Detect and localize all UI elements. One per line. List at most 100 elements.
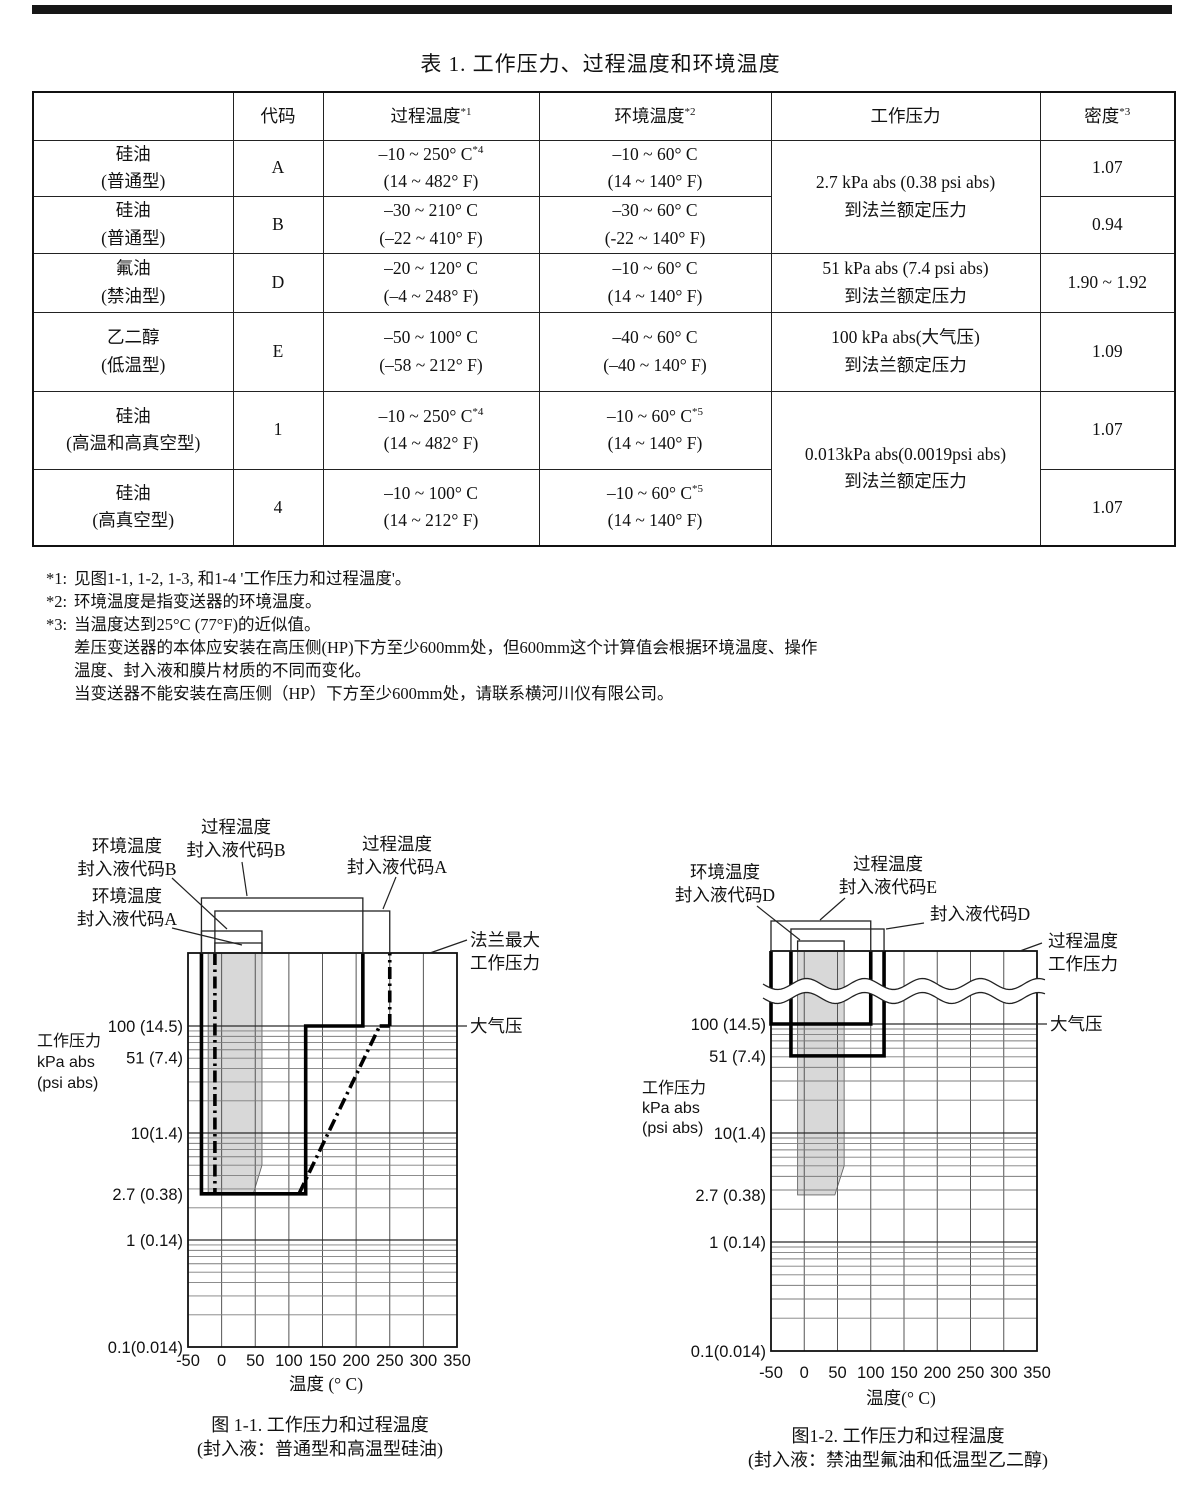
y-axis-title: 工作压力 xyxy=(37,1032,101,1050)
y-axis-title: (psi abs) xyxy=(37,1075,98,1092)
table-title: 表 1. 工作压力、过程温度和环境温度 xyxy=(420,52,781,76)
y-tick-label: 0.1(0.014) xyxy=(108,1339,183,1357)
footnote-text: 当变送器不能安装在高压侧（HP）下方至少600mm处，请联系横河川仪有限公司。 xyxy=(74,684,674,703)
x-axis-title: 温度 (° C) xyxy=(289,1374,363,1394)
cell-fluid-name: 硅油 (高温和高真空型) xyxy=(32,390,234,470)
cell-ambient-temp: –10 ~ 60° C (14 ~ 140° F) xyxy=(538,139,772,197)
callout-label: 过程温度 xyxy=(853,854,923,874)
fluid-type: (低温型) xyxy=(101,354,166,375)
cell-process-temp-line1: –20 ~ 120° C xyxy=(324,255,539,282)
cell-process-temp: –10 ~ 250° C*4 (14 ~ 482° F) xyxy=(322,139,540,197)
cell-ambient-temp-line2: (14 ~ 140° F) xyxy=(607,510,703,531)
x-tick-label: 50 xyxy=(828,1364,846,1382)
cell-process-temp-line2: (–22 ~ 410° F) xyxy=(379,227,483,248)
footnote-line: 差压变送器的本体应安装在高压侧(HP)下方至少600mm处，但600mm这个计算… xyxy=(46,636,817,659)
callout-label: 大气压 xyxy=(470,1016,523,1036)
x-tick-label: 150 xyxy=(309,1352,337,1370)
column-header xyxy=(32,91,234,141)
cell-process-temp: –10 ~ 250° C*4 (14 ~ 482° F) xyxy=(322,390,540,470)
cell-ambient-temp: –10 ~ 60° C (14 ~ 140° F) xyxy=(538,252,772,313)
callout-label: 封入液代码B xyxy=(77,859,176,879)
footnote-ref: *4 xyxy=(472,406,484,419)
working-pressure-line1: 100 kPa abs(大气压) xyxy=(831,327,980,348)
figure-caption: 图1-2. 工作压力和过程温度 xyxy=(792,1426,1005,1446)
column-header-label: 密度 xyxy=(1084,105,1120,126)
footnote-text: 当温度达到25°C (77°F)的近似值。 xyxy=(74,615,321,634)
footnote-ref: *4 xyxy=(472,144,484,157)
cell-code: A xyxy=(232,139,324,197)
cell-process-temp-line2: (–4 ~ 248° F) xyxy=(383,285,479,306)
cell-ambient-temp-value: –40 ~ 60° C xyxy=(612,327,698,348)
callout-label: 工作压力 xyxy=(1048,954,1118,974)
callout-label: 大气压 xyxy=(1050,1014,1103,1034)
y-tick-label: 100 (14.5) xyxy=(108,1018,183,1036)
column-header-label: 工作压力 xyxy=(870,105,941,126)
cell-working-pressure: 51 kPa abs (7.4 psi abs) 到法兰额定压力 xyxy=(770,252,1041,313)
working-pressure-line2: 到法兰额定压力 xyxy=(844,471,967,492)
cell-ambient-temp-line1: –30 ~ 60° C xyxy=(540,197,771,224)
y-tick-label: 51 (7.4) xyxy=(126,1049,183,1067)
column-header-label: 代码 xyxy=(260,105,296,126)
column-header-label: 环境温度 xyxy=(614,105,685,126)
cell-ambient-temp-line2: (14 ~ 140° F) xyxy=(607,285,703,306)
y-tick-label: 10(1.4) xyxy=(714,1125,766,1143)
cell-code: B xyxy=(232,195,324,254)
cell-ambient-temp-value: –10 ~ 60° C xyxy=(606,405,692,426)
x-tick-label: 100 xyxy=(275,1352,303,1370)
footnote-ref: *3 xyxy=(1119,105,1131,118)
cell-ambient-temp: –10 ~ 60° C*5 (14 ~ 140° F) xyxy=(538,390,772,470)
footnote-text: 环境温度是指变送器的环境温度。 xyxy=(74,592,322,611)
cell-ambient-temp-line1: –40 ~ 60° C xyxy=(540,324,771,351)
cell-process-temp-line2: (14 ~ 482° F) xyxy=(383,433,479,453)
working-pressure-line2: 到法兰额定压力 xyxy=(844,285,967,306)
x-tick-label: -50 xyxy=(759,1364,783,1382)
x-tick-label: 350 xyxy=(1023,1364,1051,1382)
x-tick-label: 150 xyxy=(890,1364,918,1382)
table-row: 硅油 (普通型) B –30 ~ 210° C (–22 ~ 410° F) –30 ~ … xyxy=(32,195,1176,254)
callout-leader xyxy=(885,922,925,930)
cell-process-temp-line1: –30 ~ 210° C xyxy=(324,197,539,224)
spec-table-head: 代码 过程温度*1 环境温度*2 工作压力 密度*3 xyxy=(32,91,1176,141)
callout-leader xyxy=(382,876,397,910)
callout-label: 过程温度 xyxy=(1048,931,1118,951)
callout-label: 封入液代码D xyxy=(930,904,1030,924)
figures: 过程温度封入液代码B环境温度封入液代码B环境温度封入液代码A过程温度封入液代码A… xyxy=(37,817,1118,1471)
callout-leader xyxy=(1019,942,1043,952)
y-tick-label: 10(1.4) xyxy=(131,1125,183,1143)
working-pressure-line1: 2.7 kPa abs (0.38 psi abs) xyxy=(815,172,996,193)
callout-leader xyxy=(756,905,801,941)
x-tick-label: 300 xyxy=(410,1352,438,1370)
spec-table: 代码 过程温度*1 环境温度*2 工作压力 密度*3 硅油 (普通型) A –10 ~ 250… xyxy=(32,91,1176,547)
column-header: 工作压力 xyxy=(770,91,1041,141)
column-header: 代码 xyxy=(232,91,324,141)
temp-range-box xyxy=(770,920,872,952)
y-tick-label: 0.1(0.014) xyxy=(691,1343,766,1361)
temp-range-box xyxy=(796,940,845,952)
cell-process-temp-line2: (14 ~ 212° F) xyxy=(383,510,479,531)
fluid-name: 硅油 xyxy=(115,405,151,426)
callout-label: 封入液代码B xyxy=(186,840,285,860)
callout-label: 过程温度 xyxy=(201,817,271,837)
y-tick-label: 1 (0.14) xyxy=(709,1234,766,1252)
page-top-rule xyxy=(32,5,1172,14)
x-tick-label: 350 xyxy=(443,1352,471,1370)
cell-process-temp-value: –20 ~ 120° C xyxy=(384,258,478,279)
footnote-text: 温度、封入液和膜片材质的不同而变化。 xyxy=(74,661,371,680)
cell-process-temp-value: –50 ~ 100° C xyxy=(384,327,478,348)
cell-code: E xyxy=(232,311,324,392)
footnote-text: 差压变送器的本体应安装在高压侧(HP)下方至少600mm处，但600mm这个计算… xyxy=(74,638,818,657)
cell-code: D xyxy=(232,252,324,313)
fluid-name: 乙二醇 xyxy=(107,327,160,348)
temp-range-box xyxy=(790,928,885,952)
cell-ambient-temp: –40 ~ 60° C (–40 ~ 140° F) xyxy=(538,311,772,392)
fluid-type: (禁油型) xyxy=(101,285,166,306)
cell-process-temp-line1: –10 ~ 250° C*4 xyxy=(324,141,539,168)
callout-label: 环境温度 xyxy=(690,862,760,882)
footnote-text: 见图1-1, 1-2, 1-3, 和1-4 '工作压力和过程温度'。 xyxy=(74,569,412,588)
callout-leader xyxy=(819,897,846,921)
region-boundary xyxy=(789,951,886,1058)
fluid-name: 硅油 xyxy=(115,200,151,221)
y-tick-label: 1 (0.14) xyxy=(126,1232,183,1250)
table-row: 乙二醇 (低温型) E –50 ~ 100° C (–58 ~ 212° F) –40 ~… xyxy=(32,311,1176,392)
